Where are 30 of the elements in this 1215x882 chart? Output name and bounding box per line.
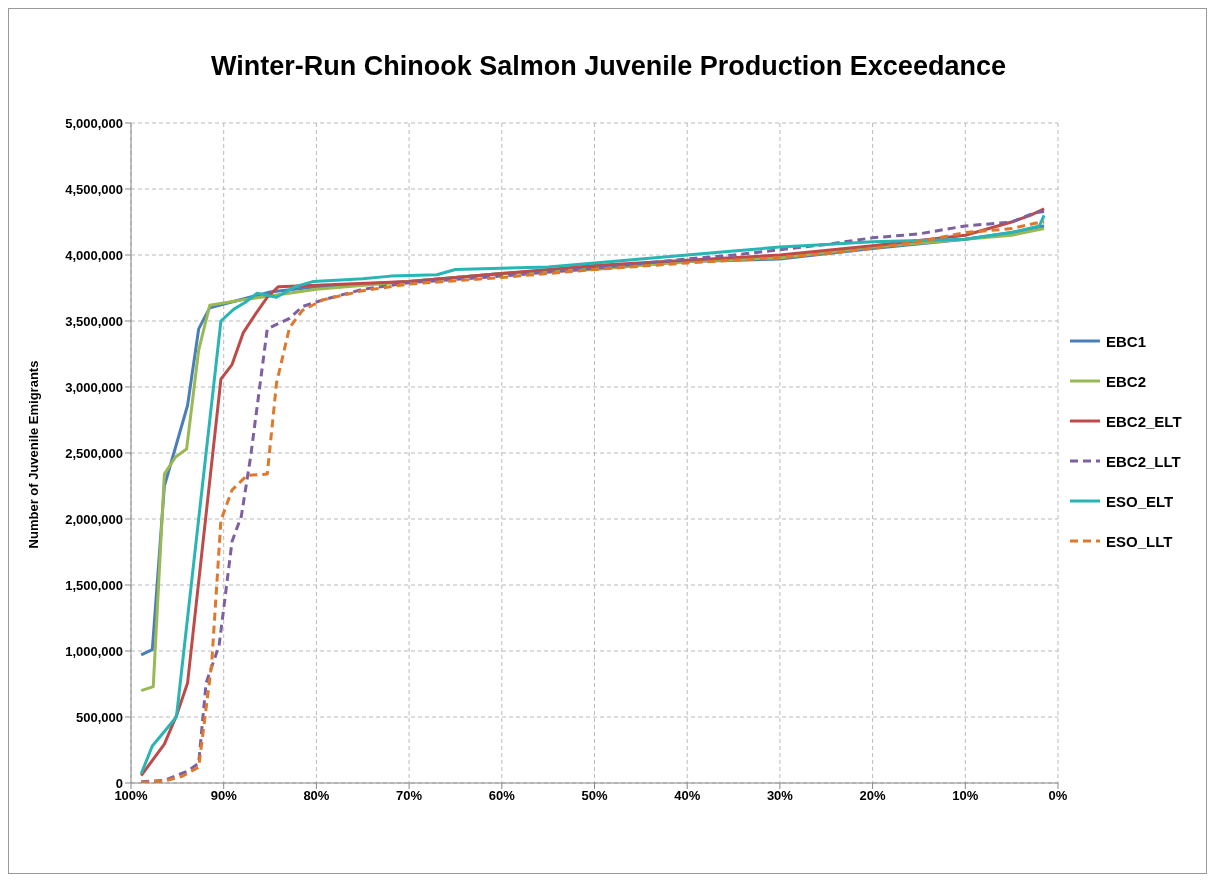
- y-tick-label: 4,500,000: [65, 181, 123, 197]
- x-tick-label: 80%: [303, 788, 330, 804]
- x-tick-label: 60%: [488, 788, 516, 804]
- y-tick-label: 2,000,000: [65, 511, 123, 527]
- x-tick-label: 40%: [674, 788, 701, 804]
- x-tick-label: 20%: [859, 788, 887, 804]
- x-tick-label: 10%: [952, 788, 979, 804]
- y-tick-label: 1,000,000: [65, 643, 123, 659]
- y-tick-label: 3,000,000: [65, 379, 123, 395]
- x-tick-label: 30%: [766, 788, 794, 804]
- x-tick-label: 0%: [1048, 788, 1068, 804]
- x-tick-label: 90%: [210, 788, 238, 804]
- y-tick-label: 2,500,000: [65, 445, 123, 461]
- legend-label: EBC2: [1106, 372, 1147, 390]
- x-tick-label: 100%: [114, 788, 149, 804]
- y-tick-label: 5,000,000: [65, 115, 123, 131]
- y-tick-label: 4,000,000: [65, 247, 123, 263]
- legend-label: EBC2_ELT: [1106, 412, 1182, 430]
- legend-label: ESO_LLT: [1106, 532, 1173, 550]
- y-tick-label: 1,500,000: [65, 577, 123, 593]
- y-axis-title: Number of Juvenile Emigrants: [26, 360, 42, 548]
- chart-title: Winter-Run Chinook Salmon Juvenile Production Exceedance: [210, 51, 1007, 82]
- x-tick-label: 70%: [396, 788, 423, 804]
- y-tick-label: 0: [115, 775, 123, 791]
- y-tick-label: 500,000: [76, 709, 123, 725]
- y-tick-label: 3,500,000: [65, 313, 123, 329]
- legend-label: ESO_ELT: [1106, 492, 1174, 510]
- x-tick-label: 50%: [581, 788, 608, 804]
- legend-label: EBC2_LLT: [1106, 452, 1181, 470]
- legend-label: EBC1: [1106, 332, 1147, 350]
